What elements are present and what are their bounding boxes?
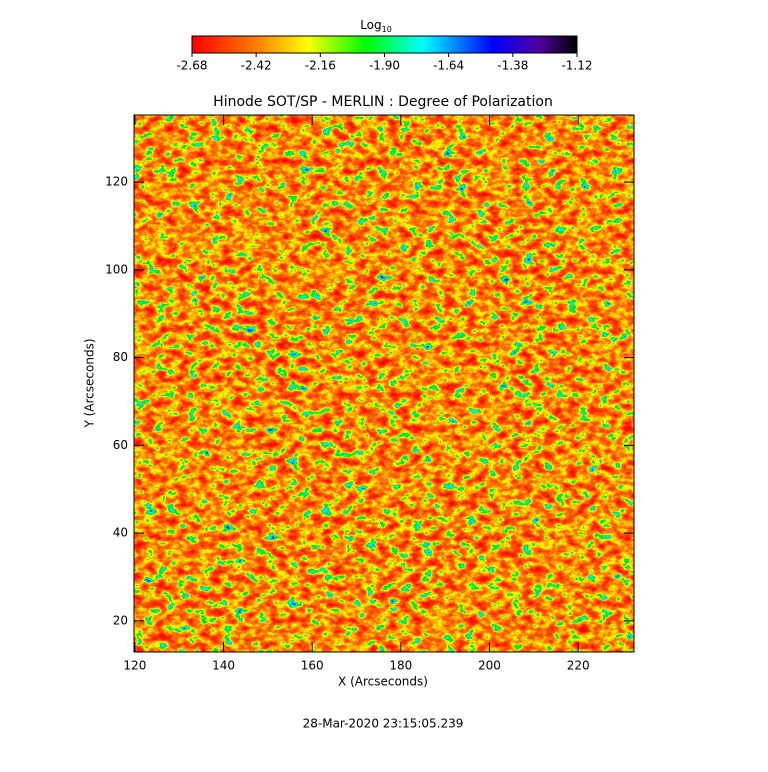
colorbar-tick-label: -1.12 <box>561 59 592 73</box>
colorbar-tick-label: -2.16 <box>305 59 336 73</box>
x-tick-label: 180 <box>389 659 412 673</box>
colorbar-tick-label: -2.68 <box>176 59 207 73</box>
x-tick-label: 200 <box>478 659 501 673</box>
y-tick-label: 60 <box>113 438 128 452</box>
y-tick-label: 100 <box>105 262 128 276</box>
colorbar-label: Log10 <box>360 18 392 34</box>
chart-title: Hinode SOT/SP - MERLIN : Degree of Polar… <box>213 94 553 110</box>
colorbar-ramp <box>191 35 578 54</box>
polarization-map <box>134 115 634 652</box>
colorbar-tick-label: -2.42 <box>241 59 272 73</box>
x-tick-label: 120 <box>123 659 146 673</box>
colorbar-tick-label: -1.38 <box>497 59 528 73</box>
x-tick-label: 140 <box>212 659 235 673</box>
x-tick-label: 160 <box>301 659 324 673</box>
x-axis-label: X (Arcseconds) <box>338 675 428 689</box>
colorbar-tick-label: -1.64 <box>433 59 464 73</box>
y-tick-label: 120 <box>105 175 128 189</box>
colorbar-label-text: Log <box>360 18 381 32</box>
x-tick-label: 220 <box>567 659 590 673</box>
y-tick-label: 20 <box>113 613 128 627</box>
y-tick-label: 80 <box>113 350 128 364</box>
y-tick-label: 40 <box>113 526 128 540</box>
colorbar-label-sub: 10 <box>382 25 392 34</box>
colorbar: Log10 <box>191 18 578 54</box>
plot-frame <box>133 114 635 653</box>
y-axis-label: Y (Arcseconds) <box>83 338 97 428</box>
timestamp: 28-Mar-2020 23:15:05.239 <box>303 717 464 731</box>
colorbar-tick-label: -1.90 <box>369 59 400 73</box>
